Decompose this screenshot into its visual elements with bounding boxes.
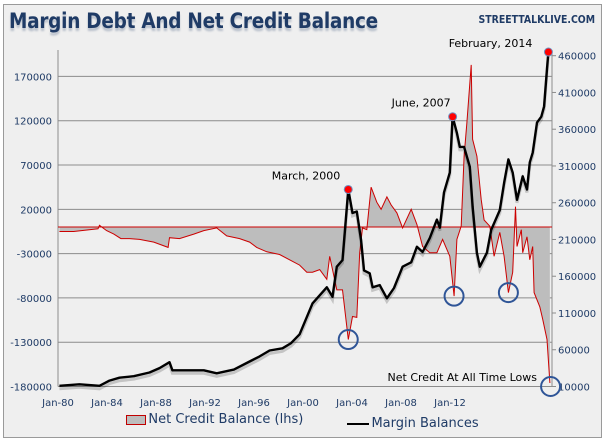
peak-label: February, 2014 bbox=[449, 37, 533, 50]
left-tick-label: 170000 bbox=[14, 72, 52, 83]
legend: Net Credit Balance (lhs) Margin Balances bbox=[0, 412, 605, 431]
low-circle bbox=[443, 285, 465, 307]
right-tick-label: 260000 bbox=[558, 199, 596, 210]
right-tick-label: 210000 bbox=[558, 235, 596, 246]
x-tick-label: Jan-04 bbox=[335, 398, 368, 409]
x-tick-label: Jan-00 bbox=[286, 398, 319, 409]
x-tick-label: Jan-84 bbox=[90, 398, 123, 409]
peak-marker bbox=[448, 112, 458, 122]
low-circle bbox=[497, 282, 519, 304]
right-tick-label: 410000 bbox=[558, 88, 596, 99]
left-tick-label: 20000 bbox=[20, 205, 52, 216]
net-credit-area bbox=[59, 64, 550, 384]
right-tick-label: 60000 bbox=[558, 346, 590, 357]
x-tick-label: Jan-96 bbox=[237, 398, 270, 409]
left-tick-label: -30000 bbox=[17, 250, 52, 261]
x-tick-label: Jan-12 bbox=[433, 398, 466, 409]
right-tick-label: 110000 bbox=[558, 309, 596, 320]
right-tick-label: 360000 bbox=[558, 125, 596, 136]
right-tick-label: 10000 bbox=[558, 383, 590, 394]
legend-label: Margin Balances bbox=[371, 416, 479, 431]
legend-swatch-area bbox=[126, 414, 147, 425]
low-annotation: Net Credit At All Time Lows bbox=[388, 371, 538, 384]
peak-marker bbox=[543, 47, 553, 57]
legend-swatch-line bbox=[347, 422, 370, 425]
left-tick-label: 120000 bbox=[14, 117, 52, 128]
legend-item-net-credit: Net Credit Balance (lhs) bbox=[126, 412, 303, 427]
peak-label: March, 2000 bbox=[272, 169, 341, 182]
legend-label: Net Credit Balance (lhs) bbox=[148, 412, 304, 427]
low-circle bbox=[540, 376, 562, 397]
x-tick-label: Jan-88 bbox=[139, 398, 172, 409]
left-tick-label: -80000 bbox=[17, 294, 52, 305]
margin-balances-line bbox=[59, 51, 550, 387]
x-tick-label: Jan-80 bbox=[41, 398, 74, 409]
right-tick-label: 310000 bbox=[558, 162, 596, 173]
right-tick-label: 160000 bbox=[558, 272, 596, 283]
x-tick-label: Jan-08 bbox=[384, 398, 417, 409]
right-tick-label: 460000 bbox=[558, 52, 596, 63]
left-tick-label: -180000 bbox=[10, 383, 52, 394]
legend-item-margin: Margin Balances bbox=[347, 416, 479, 431]
peak-marker bbox=[343, 184, 353, 194]
peak-label: June, 2007 bbox=[391, 97, 451, 110]
source-brand: STREETTALKLIVE.COM bbox=[478, 13, 595, 26]
x-tick-label: Jan-92 bbox=[188, 398, 221, 409]
chart-title: Margin Debt And Net Credit Balance bbox=[9, 9, 378, 33]
left-tick-label: -130000 bbox=[10, 338, 52, 349]
low-circle bbox=[337, 329, 359, 351]
net-credit-line bbox=[59, 64, 551, 384]
left-tick-label: 70000 bbox=[20, 161, 52, 172]
